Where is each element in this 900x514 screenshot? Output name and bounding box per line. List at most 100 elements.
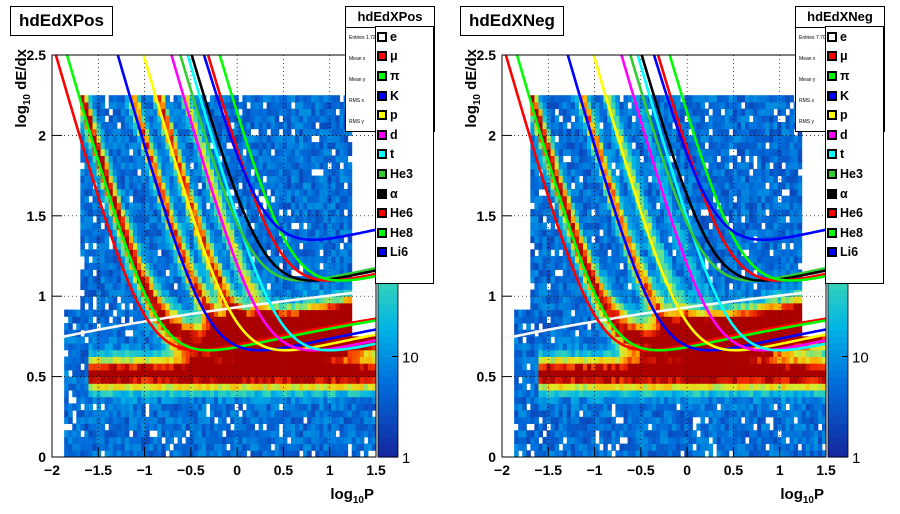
heatmap-cell — [343, 376, 349, 384]
heatmap-cell — [574, 390, 580, 398]
heatmap-cell — [290, 168, 296, 177]
heatmap-cell — [137, 323, 142, 331]
heatmap-cell — [611, 356, 616, 364]
heatmap-cell — [64, 410, 69, 418]
heatmap-cell — [258, 410, 264, 418]
heatmap-cell — [331, 289, 336, 297]
heatmap-cell — [68, 443, 73, 451]
heatmap-cell — [603, 396, 608, 404]
heatmap-cell — [177, 383, 183, 391]
heatmap-cell — [173, 403, 179, 411]
heatmap-cell — [578, 202, 584, 210]
heatmap-cell — [587, 450, 592, 458]
curve-π — [65, 55, 376, 352]
heatmap-cell — [128, 443, 134, 451]
heatmap-cell — [319, 390, 324, 398]
heatmap-cell — [230, 195, 235, 203]
heatmap-cell — [566, 356, 572, 364]
heatmap-cell — [550, 101, 556, 110]
heatmap-cell — [133, 349, 138, 357]
heatmap-cell — [303, 396, 308, 404]
color-bar-segment — [378, 450, 398, 458]
heatmap-cell — [274, 443, 280, 451]
heatmap-cell — [570, 148, 576, 156]
heatmap-cell — [104, 148, 110, 156]
heatmap-cell — [583, 148, 588, 156]
heatmap-cell — [274, 282, 280, 290]
heatmap-cell — [303, 155, 308, 163]
color-bar-segment — [378, 323, 398, 331]
heatmap-cell — [133, 215, 138, 223]
heatmap-cell — [534, 209, 539, 217]
heatmap-cell — [96, 242, 102, 250]
heatmap-cell — [315, 390, 320, 398]
heatmap-cell — [583, 276, 588, 284]
heatmap-cell — [189, 410, 195, 418]
heatmap-cell — [274, 436, 280, 445]
heatmap-cell — [558, 222, 564, 230]
heatmap-cell — [311, 323, 316, 331]
heatmap-cell — [177, 410, 183, 418]
heatmap-cell — [193, 282, 199, 290]
heatmap-cell — [250, 403, 255, 411]
heatmap-cell — [343, 443, 349, 451]
heatmap-cell — [214, 235, 219, 244]
heatmap-cell — [238, 396, 243, 404]
heatmap-cell — [339, 108, 345, 116]
heatmap-cell — [607, 122, 612, 130]
heatmap-cell — [234, 282, 239, 290]
heatmap-cell — [299, 390, 304, 398]
heatmap-cell — [133, 202, 138, 210]
heatmap-cell — [595, 403, 600, 411]
heatmap-cell — [80, 436, 85, 445]
heatmap-cell — [574, 369, 580, 378]
heatmap-cell — [591, 336, 596, 344]
heatmap-cell — [149, 135, 154, 143]
heatmap-cell — [246, 115, 251, 123]
heatmap-cell — [570, 128, 576, 136]
heatmap-cell — [566, 195, 572, 203]
heatmap-cell — [299, 289, 304, 297]
heatmap-cell — [335, 416, 341, 424]
heatmap-cell — [266, 148, 272, 156]
heatmap-cell — [603, 195, 608, 203]
heatmap-cell — [546, 262, 552, 270]
heatmap-cell — [250, 195, 255, 203]
heatmap-cell — [607, 390, 612, 398]
heatmap-cell — [161, 249, 166, 257]
heatmap-cell — [562, 189, 568, 197]
legend-swatch — [377, 208, 387, 219]
x-tick-label: 0 — [233, 462, 241, 478]
color-bar-segment — [378, 383, 398, 391]
heatmap-cell — [303, 323, 308, 331]
heatmap-cell — [181, 249, 187, 257]
heatmap-cell — [307, 215, 312, 223]
heatmap-cell — [230, 115, 235, 123]
heatmap-cell — [169, 249, 174, 257]
heatmap-cell — [591, 162, 596, 170]
heatmap-cell — [84, 296, 89, 304]
heatmap-cell — [331, 416, 336, 424]
heatmap-cell — [173, 390, 179, 398]
heatmap-cell — [319, 256, 324, 264]
heatmap-cell — [566, 202, 572, 210]
heatmap-cell — [120, 309, 126, 317]
heatmap-cell — [153, 423, 158, 431]
heatmap-cell — [278, 269, 284, 277]
heatmap-cell — [177, 323, 183, 331]
heatmap-cell — [307, 142, 312, 150]
heatmap-cell — [145, 222, 150, 230]
heatmap-cell — [550, 135, 556, 143]
heatmap-cell — [149, 229, 154, 237]
heatmap-cell — [64, 390, 69, 398]
heatmap-cell — [359, 410, 365, 418]
heatmap-cell — [68, 403, 73, 411]
heatmap-cell — [209, 276, 215, 284]
heatmap-cell — [278, 108, 284, 116]
heatmap-cell — [323, 122, 328, 130]
heatmap-cell — [323, 95, 328, 103]
heatmap-cell — [319, 162, 324, 170]
heatmap-cell — [587, 356, 592, 364]
heatmap-cell — [218, 309, 223, 317]
heatmap-cell — [96, 302, 102, 311]
